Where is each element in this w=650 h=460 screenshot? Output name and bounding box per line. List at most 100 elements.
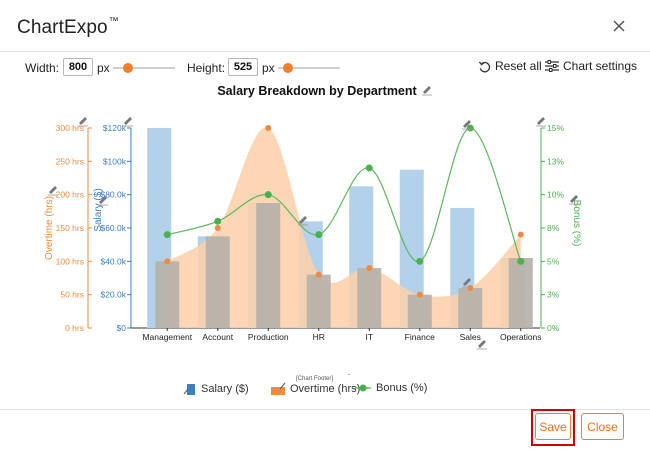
edit-overtime-axis-pencil-icon[interactable]: [78, 117, 88, 127]
overtime-tick-label: 100 hrs: [56, 256, 84, 266]
bonus-tick-label: 5%: [547, 256, 560, 266]
overtime-point[interactable]: [164, 258, 171, 265]
edit-overtime-title-pencil-icon[interactable]: [48, 186, 58, 196]
category-label: Production: [248, 332, 289, 342]
overtime-point[interactable]: [315, 271, 322, 278]
category-label: Sales: [460, 332, 481, 342]
overtime-point[interactable]: [467, 285, 474, 291]
legend-label-overtime: Overtime (hrs): [290, 383, 361, 395]
chart-footer[interactable]: [Chart Footer]: [296, 376, 334, 382]
salary-overlap-bar: [357, 268, 382, 328]
combo-chart: Salary Breakdown by Department 0 hrs 50 hr…: [44, 84, 582, 375]
close-button[interactable]: Close: [581, 413, 624, 440]
edit-bonus-axis-pencil-icon[interactable]: [536, 117, 546, 127]
bonus-point[interactable]: [163, 231, 171, 239]
bonus-point[interactable]: [466, 124, 474, 132]
overtime-tick-label: 200 hrs: [56, 190, 84, 200]
salary-tick-label: $0: [117, 323, 127, 333]
height-slider[interactable]: [278, 63, 340, 73]
width-slider[interactable]: [113, 63, 175, 73]
bonus-tick-label: 15%: [547, 123, 564, 133]
bonus-point[interactable]: [416, 257, 424, 265]
bonus-tick-label: 0%: [547, 323, 560, 333]
salary-overlap-bar: [508, 258, 533, 328]
save-button[interactable]: Save: [535, 413, 571, 440]
reset-all-button[interactable]: Reset all: [478, 59, 542, 73]
width-input[interactable]: [63, 58, 93, 76]
overtime-area[interactable]: [167, 127, 521, 329]
category-label: IT: [365, 332, 373, 342]
salary-overlap-bar: [306, 274, 331, 328]
bonus-tick-label: 10%: [547, 190, 564, 200]
salary-tick-label: $20.0k: [100, 290, 126, 300]
salary-overlap-bar: [256, 203, 281, 328]
edit-series-pencil-icon[interactable]: [298, 216, 308, 226]
salary-tick-label: $40.0k: [100, 256, 126, 266]
edit-series-pencil-icon[interactable]: [462, 278, 472, 288]
undo-icon: [478, 60, 491, 72]
salary-tick-label: $60.0k: [100, 223, 126, 233]
height-label: Height:: [187, 61, 226, 75]
app-title: ChartExpo™: [17, 16, 119, 38]
legend-item-salary[interactable]: Salary ($): [183, 382, 249, 396]
salary-overlap-bar: [407, 294, 432, 328]
overtime-tick-label: 250 hrs: [56, 156, 84, 166]
edit-salary-axis-pencil-icon[interactable]: [123, 117, 133, 127]
overtime-point[interactable]: [214, 225, 221, 231]
edit-series-pencil-icon[interactable]: [462, 120, 472, 130]
bonus-point[interactable]: [214, 217, 222, 225]
edit-category-pencil-icon[interactable]: [477, 340, 487, 350]
chart-settings-label: Chart settings: [563, 59, 638, 73]
overtime-tick-label: 0 hrs: [65, 323, 84, 333]
salary-tick-label: $100k: [103, 156, 127, 166]
height-slider-thumb[interactable]: [283, 63, 293, 73]
bonus-tick-label: 8%: [547, 223, 560, 233]
overtime-point[interactable]: [366, 265, 373, 271]
close-icon[interactable]: [611, 18, 627, 34]
dialog-header: ChartExpo™: [0, 0, 650, 52]
footer-divider: [0, 409, 650, 410]
width-label: Width:: [25, 61, 60, 75]
width-slider-thumb[interactable]: [123, 63, 133, 73]
overtime-point[interactable]: [416, 291, 423, 298]
category-label: Management: [142, 332, 192, 342]
salary-overlap-bar: [205, 236, 230, 328]
edit-title-pencil-icon[interactable]: [422, 86, 432, 96]
edit-bonus-title-pencil-icon[interactable]: [569, 195, 579, 205]
overtime-tick-label: 50 hrs: [60, 290, 84, 300]
bonus-axis-title: Bonus (%): [571, 200, 582, 247]
overtime-swatch-icon: [271, 382, 286, 395]
reset-all-label: Reset all: [495, 59, 542, 73]
legend-item-bonus[interactable]: Bonus (%): [354, 382, 427, 394]
bonus-point[interactable]: [315, 231, 323, 239]
save-button-highlight: [531, 409, 575, 446]
salary-tick-label: $120k: [103, 123, 127, 133]
height-input[interactable]: [228, 58, 258, 76]
edit-salary-title-pencil-icon[interactable]: [98, 196, 108, 206]
overtime-tick-label: 300 hrs: [56, 123, 84, 133]
chart-title: Salary Breakdown by Department: [217, 84, 417, 98]
bonus-tick-label: 3%: [547, 290, 560, 300]
category-label: Operations: [500, 332, 542, 342]
category-label: Finance: [405, 332, 436, 342]
salary-swatch-icon: [183, 384, 195, 395]
salary-tick-label: $80.0k: [100, 190, 126, 200]
overtime-axis-title: Overtime (hrs): [44, 196, 55, 260]
legend-label-salary: Salary ($): [201, 383, 249, 395]
overtime-point[interactable]: [517, 231, 524, 238]
salary-overlap-bar: [155, 261, 180, 328]
chart-settings-button[interactable]: Chart settings: [545, 59, 637, 73]
bonus-point[interactable]: [365, 164, 373, 172]
bonus-point[interactable]: [264, 191, 272, 199]
edit-footer-pencil-icon[interactable]: [342, 374, 352, 375]
chart-legend: Salary ($) Overtime (hrs) Bonus (%): [0, 376, 650, 400]
overtime-tick-label: 150 hrs: [56, 223, 84, 233]
sliders-icon: [545, 60, 559, 72]
overtime-point[interactable]: [265, 125, 272, 131]
bonus-point[interactable]: [517, 257, 525, 265]
category-label: HR: [313, 332, 325, 342]
legend-item-overtime[interactable]: Overtime (hrs): [270, 382, 360, 396]
bonus-swatch-icon: [355, 384, 371, 392]
category-label: Account: [202, 332, 233, 342]
